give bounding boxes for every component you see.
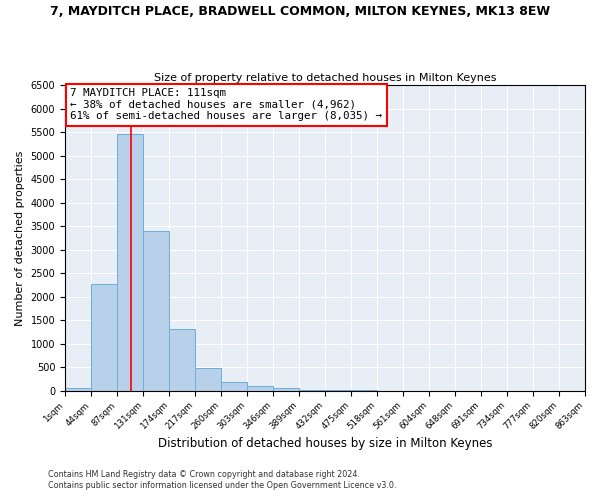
Y-axis label: Number of detached properties: Number of detached properties [15, 150, 25, 326]
Text: 7 MAYDITCH PLACE: 111sqm
← 38% of detached houses are smaller (4,962)
61% of sem: 7 MAYDITCH PLACE: 111sqm ← 38% of detach… [70, 88, 382, 122]
Bar [221, 382, 247, 390]
Bar [273, 388, 299, 390]
Title: Size of property relative to detached houses in Milton Keynes: Size of property relative to detached ho… [154, 73, 496, 83]
Bar [117, 134, 143, 390]
Bar [169, 328, 196, 390]
Bar [65, 388, 91, 390]
Bar [91, 284, 117, 391]
X-axis label: Distribution of detached houses by size in Milton Keynes: Distribution of detached houses by size … [158, 437, 492, 450]
Text: 7, MAYDITCH PLACE, BRADWELL COMMON, MILTON KEYNES, MK13 8EW: 7, MAYDITCH PLACE, BRADWELL COMMON, MILT… [50, 5, 550, 18]
Bar [196, 368, 221, 390]
Text: Contains HM Land Registry data © Crown copyright and database right 2024.
Contai: Contains HM Land Registry data © Crown c… [48, 470, 397, 490]
Bar [247, 386, 273, 390]
Bar [143, 232, 169, 390]
